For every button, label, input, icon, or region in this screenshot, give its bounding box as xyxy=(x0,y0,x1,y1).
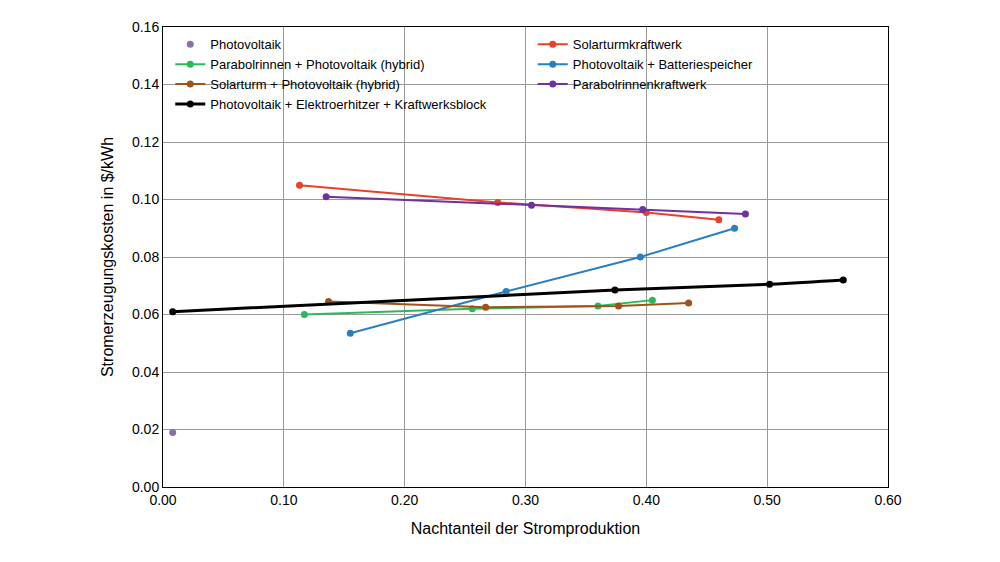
svg-text:0.06: 0.06 xyxy=(132,306,159,322)
svg-text:0.20: 0.20 xyxy=(391,492,418,508)
svg-text:Stromerzeugungskosten in $/kWh: Stromerzeugungskosten in $/kWh xyxy=(99,137,116,377)
svg-text:0.08: 0.08 xyxy=(132,249,159,265)
svg-text:0.50: 0.50 xyxy=(754,492,781,508)
svg-text:0.00: 0.00 xyxy=(132,479,159,495)
svg-text:0.60: 0.60 xyxy=(874,492,901,508)
svg-text:0.02: 0.02 xyxy=(132,421,159,437)
svg-text:0.14: 0.14 xyxy=(132,76,159,92)
svg-text:0.12: 0.12 xyxy=(132,134,159,150)
svg-text:0.16: 0.16 xyxy=(132,19,159,35)
svg-text:Photovoltaik: Photovoltaik xyxy=(210,37,281,52)
svg-text:0.10: 0.10 xyxy=(132,191,159,207)
svg-text:Photovoltaik + Elektroerhitzer: Photovoltaik + Elektroerhitzer + Kraftwe… xyxy=(210,97,487,112)
svg-text:0.40: 0.40 xyxy=(633,492,660,508)
svg-text:0.30: 0.30 xyxy=(512,492,539,508)
svg-text:Nachtanteil der Stromproduktio: Nachtanteil der Stromproduktion xyxy=(411,520,640,537)
svg-text:Solarturmkraftwerk: Solarturmkraftwerk xyxy=(573,37,683,52)
svg-text:Parabolrinnen + Photovoltaik (: Parabolrinnen + Photovoltaik (hybrid) xyxy=(210,57,424,72)
svg-text:0.10: 0.10 xyxy=(270,492,297,508)
svg-text:0.00: 0.00 xyxy=(149,492,176,508)
svg-text:0.04: 0.04 xyxy=(132,364,159,380)
svg-text:Photovoltaik + Batteriespeiche: Photovoltaik + Batteriespeicher xyxy=(573,57,753,72)
svg-text:Parabolrinnenkraftwerk: Parabolrinnenkraftwerk xyxy=(573,77,707,92)
svg-text:Solarturm + Photovoltaik (hybr: Solarturm + Photovoltaik (hybrid) xyxy=(210,77,400,92)
